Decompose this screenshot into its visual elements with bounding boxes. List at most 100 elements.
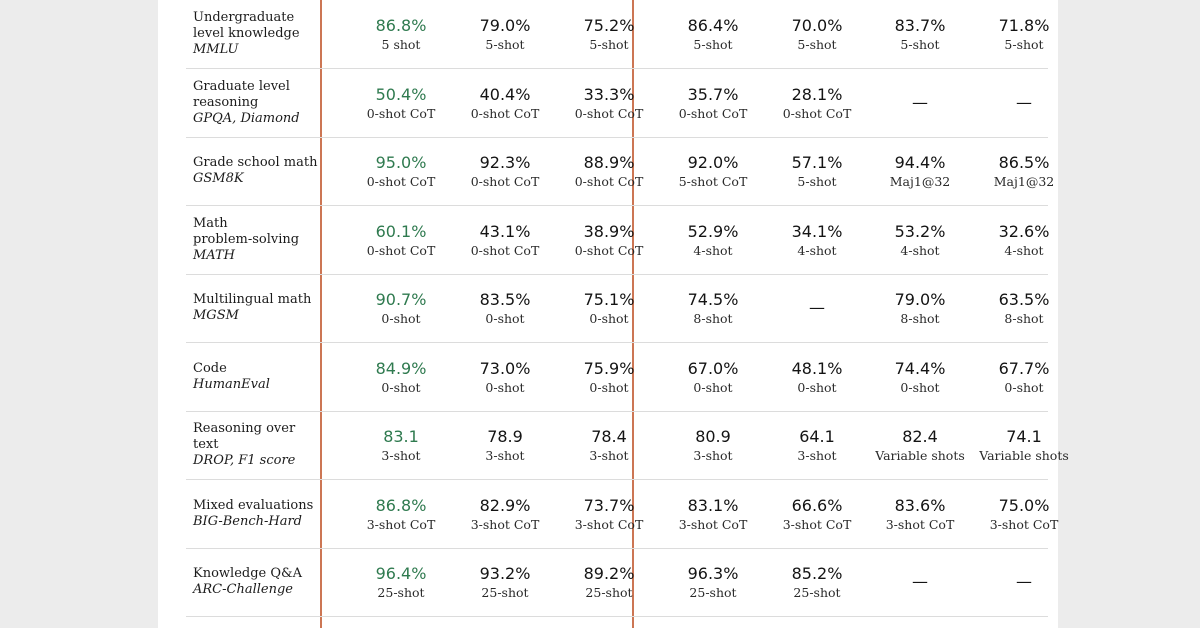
score-value: 96.3% [687,563,739,583]
score-cell: 32.6% 4-shot [972,206,1076,274]
score-shot-setting: 25-shot [377,584,425,600]
score-value: 43.1% [479,221,531,241]
score-value: 70.0% [791,15,843,35]
score-value: 89.2% [583,563,635,583]
table-row: Grade school math GSM8K 95.0% 0-shot CoT 92.… [186,137,1054,206]
table-row: Reasoning over text DROP, F1 score 83.1 3-s… [186,411,1069,480]
row-label: Undergraduate level knowledge MMLU [193,0,321,68]
row-title: Grade school math [193,155,318,170]
score-cell: 66.6% 3-shot CoT [765,480,869,548]
score-value: 83.1% [687,495,739,515]
score-cell: 95.0% 0-shot CoT [349,137,453,205]
score-cell: 92.0% 5-shot CoT [661,137,765,205]
score-value: — [809,298,825,317]
score-shot-setting: 8-shot [900,310,940,326]
score-value: — [912,93,928,112]
score-value: 57.1% [791,152,843,172]
score-cell: 38.9% 0-shot CoT [557,206,661,274]
row-benchmark: BIG-Bench-Hard [193,514,302,529]
score-value: 83.5% [479,289,531,309]
score-value: 40.4% [479,84,531,104]
row-label: Knowledge Q&A ARC-Challenge [193,548,321,616]
score-cell: 40.4% 0-shot CoT [453,69,557,137]
score-cell: 78.4 3-shot [557,411,661,479]
score-value: 79.0% [894,289,946,309]
score-shot-setting: 0-shot [589,379,629,395]
score-cell: 75.9% 0-shot [557,343,661,411]
score-cell: 28.1% 0-shot CoT [765,69,869,137]
score-cell: 93.2% 25-shot [453,548,557,616]
score-value: 83.7% [894,15,946,35]
table-row: Mixed evaluations BIG-Bench-Hard 86.8% 3-sh… [186,480,1058,549]
score-value: 95.0% [375,152,427,172]
score-value: 66.6% [791,495,843,515]
score-cell: 75.1% 0-shot [557,274,661,342]
score-shot-setting: 8-shot [1004,310,1044,326]
row-title: Math problem-solving [193,216,300,247]
score-cell: 75.0% 3-shot CoT [972,480,1076,548]
score-shot-setting: 3-shot [589,447,629,463]
score-shot-setting: 0-shot CoT [574,105,644,121]
score-cell: 74.4% 0-shot [868,343,972,411]
score-shot-setting: 0-shot CoT [366,105,436,121]
score-value: 74.5% [687,289,739,309]
score-cell: 57.1% 5-shot [765,137,869,205]
score-cell: 94.4% Maj1@32 [868,137,972,205]
score-cell: 86.8% 5 shot [349,0,453,68]
score-value: 83.6% [894,495,946,515]
score-cell: 86.8% 3-shot CoT [349,480,453,548]
score-cell: 70.0% 5-shot [765,0,869,68]
score-shot-setting: 0-shot CoT [782,105,852,121]
table-row: Code HumanEval 84.9% 0-shot 73.0% 0-shot 75.9%… [186,343,1049,412]
score-value: 75.2% [583,15,635,35]
score-cell: 83.1 3-shot [349,411,453,479]
score-shot-setting: 5-shot [589,36,629,52]
score-cell: 88.9% 0-shot CoT [557,137,661,205]
row-benchmark: MGSM [193,308,239,323]
score-shot-setting: 3-shot CoT [678,516,748,532]
row-title: Knowledge Q&A [193,566,302,581]
score-cell: 73.7% 3-shot CoT [557,480,661,548]
score-cell: 79.0% 8-shot [868,274,972,342]
row-benchmark: HumanEval [193,377,270,392]
row-label: Grade school math GSM8K [193,137,321,205]
row-title: Reasoning over text [193,421,296,452]
score-value: 85.2% [791,563,843,583]
score-cell: 96.3% 25-shot [661,548,765,616]
score-value: 86.4% [687,15,739,35]
score-cell: 86.5% Maj1@32 [972,137,1076,205]
score-value: 80.9 [695,426,731,446]
score-value: 75.0% [998,495,1050,515]
score-cell: 84.9% 0-shot [349,343,453,411]
score-cell: 83.7% 5-shot [868,0,972,68]
score-shot-setting: 5-shot [485,36,525,52]
first-column-left-divider [320,0,322,628]
score-shot-setting: 0-shot CoT [366,242,436,258]
table-row: Undergraduate level knowledge MMLU 86.8% 5 … [186,0,1049,69]
score-cell: 90.7% 0-shot [349,274,453,342]
score-cell: 96.4% 25-shot [349,548,453,616]
score-cell: 35.7% 0-shot CoT [661,69,765,137]
score-cell: 89.2% 25-shot [557,548,661,616]
row-benchmark: ARC-Challenge [193,582,293,597]
score-shot-setting: 0-shot CoT [678,105,748,121]
score-shot-setting: 3-shot [797,447,837,463]
row-title: Undergraduate level knowledge [193,10,300,41]
score-cell: 75.2% 5-shot [557,0,661,68]
score-cell: 48.1% 0-shot [765,343,869,411]
score-cell: 92.3% 0-shot CoT [453,137,557,205]
score-shot-setting: 0-shot CoT [574,242,644,258]
score-cell: 34.1% 4-shot [765,206,869,274]
score-shot-setting: 0-shot CoT [470,105,540,121]
score-cell: 52.9% 4-shot [661,206,765,274]
score-shot-setting: 3-shot CoT [989,516,1059,532]
score-cell: 83.6% 3-shot CoT [868,480,972,548]
score-shot-setting: 25-shot [481,584,529,600]
score-cell: 64.1 3-shot [765,411,869,479]
score-value: 75.9% [583,358,635,378]
score-shot-setting: 3-shot CoT [782,516,852,532]
table-row: Multilingual math MGSM 90.7% 0-shot 83.5% 0-s… [186,274,1049,343]
score-shot-setting: 3-shot [693,447,733,463]
score-value: 73.7% [583,495,635,515]
